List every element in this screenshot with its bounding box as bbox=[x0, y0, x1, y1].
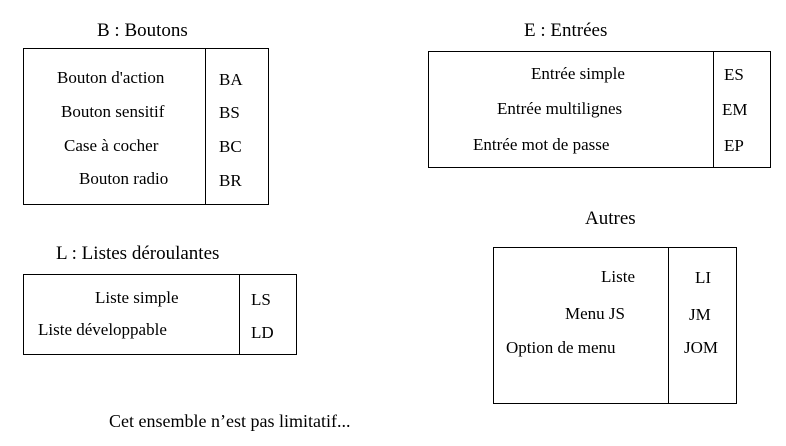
boutons-label-action: Bouton d'action bbox=[57, 68, 165, 87]
entrees-label-motdepasse: Entrée mot de passe bbox=[473, 135, 610, 154]
autres-label-menu: Menu JS bbox=[565, 304, 625, 323]
autres-code-liste: LI bbox=[695, 268, 712, 287]
autres-code-menu: JM bbox=[689, 305, 711, 324]
entrees-title: E : Entrées bbox=[524, 20, 608, 41]
autres-label-liste: Liste bbox=[601, 267, 635, 286]
boutons-code-action: BA bbox=[219, 70, 243, 89]
entrees-code-multi: EM bbox=[722, 100, 748, 119]
autres-title: Autres bbox=[585, 208, 636, 229]
autres-code-option: JOM bbox=[684, 338, 719, 357]
boutons-table: Bouton d'action BA Bouton sensitif BS Ca… bbox=[23, 48, 269, 205]
listes-divider bbox=[239, 275, 240, 354]
boutons-label-radio: Bouton radio bbox=[79, 169, 169, 188]
boutons-code-radio: BR bbox=[219, 171, 242, 190]
footer-note: Cet ensemble n’est pas limitatif... bbox=[109, 411, 351, 431]
listes-code-simple: LS bbox=[251, 290, 271, 309]
boutons-divider bbox=[205, 49, 206, 204]
entrees-code-simple: ES bbox=[724, 65, 744, 84]
autres-table: Liste LI Menu JS JM Option de menu JOM bbox=[493, 247, 737, 404]
entrees-divider bbox=[713, 52, 714, 167]
listes-title: L : Listes déroulantes bbox=[56, 243, 220, 264]
boutons-code-case: BC bbox=[219, 137, 242, 156]
boutons-code-sensitif: BS bbox=[219, 103, 240, 122]
autres-divider bbox=[668, 248, 669, 403]
entrees-label-multi: Entrée multilignes bbox=[497, 99, 623, 118]
autres-label-option: Option de menu bbox=[506, 338, 616, 357]
listes-table: Liste simple LS Liste développable LD bbox=[23, 274, 297, 355]
entrees-table: Entrée simple ES Entrée multilignes EM E… bbox=[428, 51, 771, 168]
entrees-code-motdepasse: EP bbox=[724, 136, 744, 155]
listes-label-simple: Liste simple bbox=[95, 288, 179, 307]
boutons-label-sensitif: Bouton sensitif bbox=[61, 102, 165, 121]
boutons-title: B : Boutons bbox=[97, 20, 188, 41]
listes-code-developpable: LD bbox=[251, 323, 274, 342]
boutons-label-case: Case à cocher bbox=[64, 136, 159, 155]
listes-label-developpable: Liste développable bbox=[38, 320, 167, 339]
entrees-label-simple: Entrée simple bbox=[531, 64, 625, 83]
